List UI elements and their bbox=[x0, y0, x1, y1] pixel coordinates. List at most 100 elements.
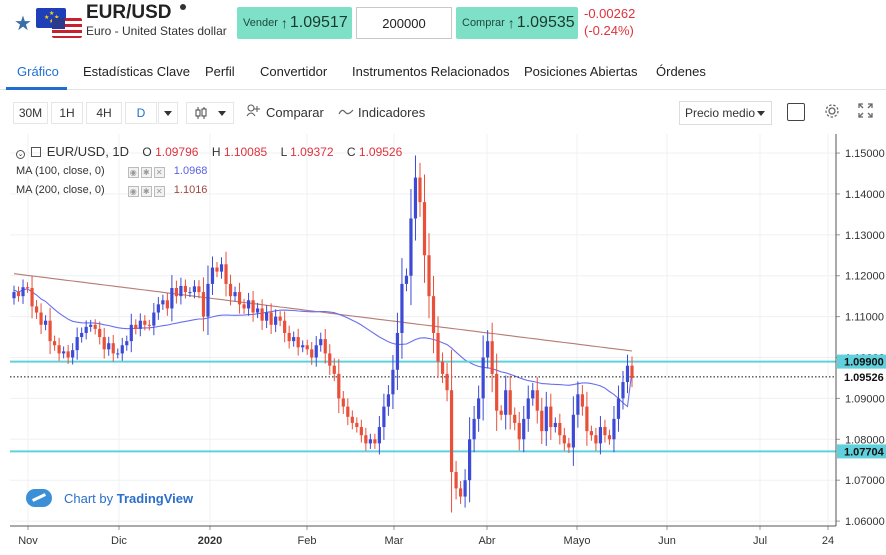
candle-down bbox=[508, 390, 512, 415]
buy-label: Comprar bbox=[462, 17, 505, 29]
quantity-input[interactable] bbox=[356, 7, 452, 39]
close-icon[interactable]: ✕ bbox=[153, 167, 165, 178]
candle-down bbox=[436, 332, 440, 362]
eye-icon[interactable]: ◉ bbox=[127, 186, 139, 197]
high-label: H bbox=[211, 145, 221, 159]
y-axis-label: 1.11000 bbox=[845, 312, 884, 324]
compare-button[interactable]: Comparar bbox=[266, 105, 324, 120]
indicators-button[interactable]: Indicadores bbox=[358, 105, 426, 120]
candle-down bbox=[174, 287, 178, 297]
candle-down bbox=[495, 373, 499, 411]
candle-down bbox=[34, 306, 39, 313]
candle-up bbox=[553, 422, 557, 428]
interval-1h-button[interactable]: 1H bbox=[51, 102, 83, 124]
candle-down bbox=[490, 341, 494, 374]
tab-instrumentos-relacionados[interactable]: Instrumentos Relacionados bbox=[352, 64, 510, 79]
y-axis-label: 1.09000 bbox=[845, 393, 885, 405]
candle-up bbox=[395, 332, 400, 370]
chevron-down-icon[interactable]: ⌄ bbox=[16, 150, 25, 159]
instrument-description: Euro - United States dollar bbox=[86, 24, 227, 38]
candle-up bbox=[386, 394, 391, 407]
price-mode-value: Precio medio bbox=[685, 106, 756, 120]
tab-estadisticas-clave[interactable]: Estadísticas Clave bbox=[83, 64, 190, 79]
caret-down-icon bbox=[218, 110, 226, 116]
candle-up bbox=[413, 177, 418, 219]
compare-icon[interactable] bbox=[246, 103, 262, 120]
candle-up bbox=[486, 341, 490, 358]
collapse-icon[interactable] bbox=[31, 147, 42, 157]
candle-up bbox=[526, 398, 530, 419]
eye-icon[interactable]: ◉ bbox=[127, 167, 139, 178]
fullscreen-icon[interactable] bbox=[858, 103, 873, 121]
x-axis-label: Dic bbox=[111, 535, 127, 547]
toggle-checkbox[interactable] bbox=[787, 103, 805, 121]
candle-up bbox=[319, 339, 323, 346]
candle-down bbox=[102, 337, 106, 350]
tradingview-attribution-link[interactable]: Chart by TradingView bbox=[26, 489, 193, 507]
indicators-icon[interactable] bbox=[338, 105, 354, 120]
tab-posiciones-abiertas[interactable]: Posiciones Abiertas bbox=[524, 64, 638, 79]
candle-down bbox=[52, 341, 57, 346]
sell-button[interactable]: Vender ↑ 1.09517 bbox=[237, 7, 352, 39]
candle-up bbox=[89, 324, 93, 327]
candle-down bbox=[364, 435, 368, 444]
tab-ordenes[interactable]: Órdenes bbox=[656, 64, 706, 79]
caret-down-icon bbox=[757, 111, 765, 116]
candle-up bbox=[481, 357, 485, 399]
buy-button[interactable]: Comprar ↑ 1.09535 bbox=[456, 7, 578, 39]
tab-perfil[interactable]: Perfil bbox=[205, 64, 235, 79]
candle-up bbox=[21, 287, 25, 297]
candle-down bbox=[341, 398, 345, 407]
candle-up bbox=[391, 369, 395, 395]
price-chart[interactable]: 1.15000 1.14000 1.13000 1.12000 1.11000 1.100… bbox=[10, 134, 886, 555]
candle-up bbox=[292, 337, 296, 342]
candle-up bbox=[625, 365, 630, 383]
price-mode-select[interactable]: Precio medio bbox=[679, 101, 772, 125]
candle-up bbox=[188, 292, 192, 294]
candle-down bbox=[445, 373, 449, 391]
us-flag-icon bbox=[52, 18, 82, 38]
candle-down bbox=[355, 422, 359, 428]
arrow-up-icon: ↑ bbox=[507, 15, 515, 31]
candle-down bbox=[630, 365, 634, 378]
gear-icon[interactable]: ✱ bbox=[140, 167, 152, 178]
favorite-star-icon[interactable]: ★ bbox=[14, 13, 32, 35]
candle-down bbox=[422, 202, 427, 256]
tab-convertidor[interactable]: Convertidor bbox=[260, 64, 328, 79]
candle-up bbox=[472, 418, 476, 440]
candle-down bbox=[242, 304, 246, 309]
candle-up bbox=[382, 406, 386, 428]
low-value: 1.09372 bbox=[290, 145, 334, 159]
chart-style-button[interactable] bbox=[186, 102, 234, 124]
tab-grafico[interactable]: Gráfico bbox=[17, 64, 59, 79]
x-axis-label: Abr bbox=[478, 535, 495, 547]
candle-down bbox=[323, 339, 327, 354]
interval-4h-button[interactable]: 4H bbox=[86, 102, 122, 124]
candle-up bbox=[138, 320, 142, 329]
ma200-label: MA (200, close, 0) bbox=[16, 184, 105, 196]
interval-30m-button[interactable]: 30M bbox=[13, 102, 48, 124]
interval-dropdown-button[interactable] bbox=[158, 102, 178, 124]
candle-down bbox=[350, 416, 354, 423]
candle-up bbox=[531, 390, 535, 399]
candle-down bbox=[183, 285, 188, 293]
gear-icon[interactable]: ✱ bbox=[140, 186, 152, 197]
candle-down bbox=[98, 328, 102, 338]
y-axis-label: 1.08000 bbox=[845, 434, 885, 446]
settings-gear-icon[interactable] bbox=[824, 103, 840, 122]
interval-d-button[interactable]: D bbox=[125, 102, 157, 124]
candle-down bbox=[558, 422, 562, 436]
candle-up bbox=[152, 312, 156, 326]
candle-up bbox=[612, 418, 616, 440]
lower-line-price-label: 1.07704 bbox=[844, 446, 885, 458]
candle-down bbox=[540, 410, 544, 432]
y-axis-label: 1.07000 bbox=[845, 475, 885, 487]
candle-up bbox=[116, 353, 120, 355]
candle-up bbox=[156, 304, 160, 313]
candle-down bbox=[143, 320, 147, 325]
attribution-prefix: Chart by bbox=[64, 490, 117, 506]
high-value: 1.10085 bbox=[223, 145, 268, 159]
close-icon[interactable]: ✕ bbox=[153, 186, 165, 197]
chart-canvas[interactable]: 1.15000 1.14000 1.13000 1.12000 1.11000 1.100… bbox=[10, 134, 886, 555]
candle-down bbox=[310, 349, 314, 358]
